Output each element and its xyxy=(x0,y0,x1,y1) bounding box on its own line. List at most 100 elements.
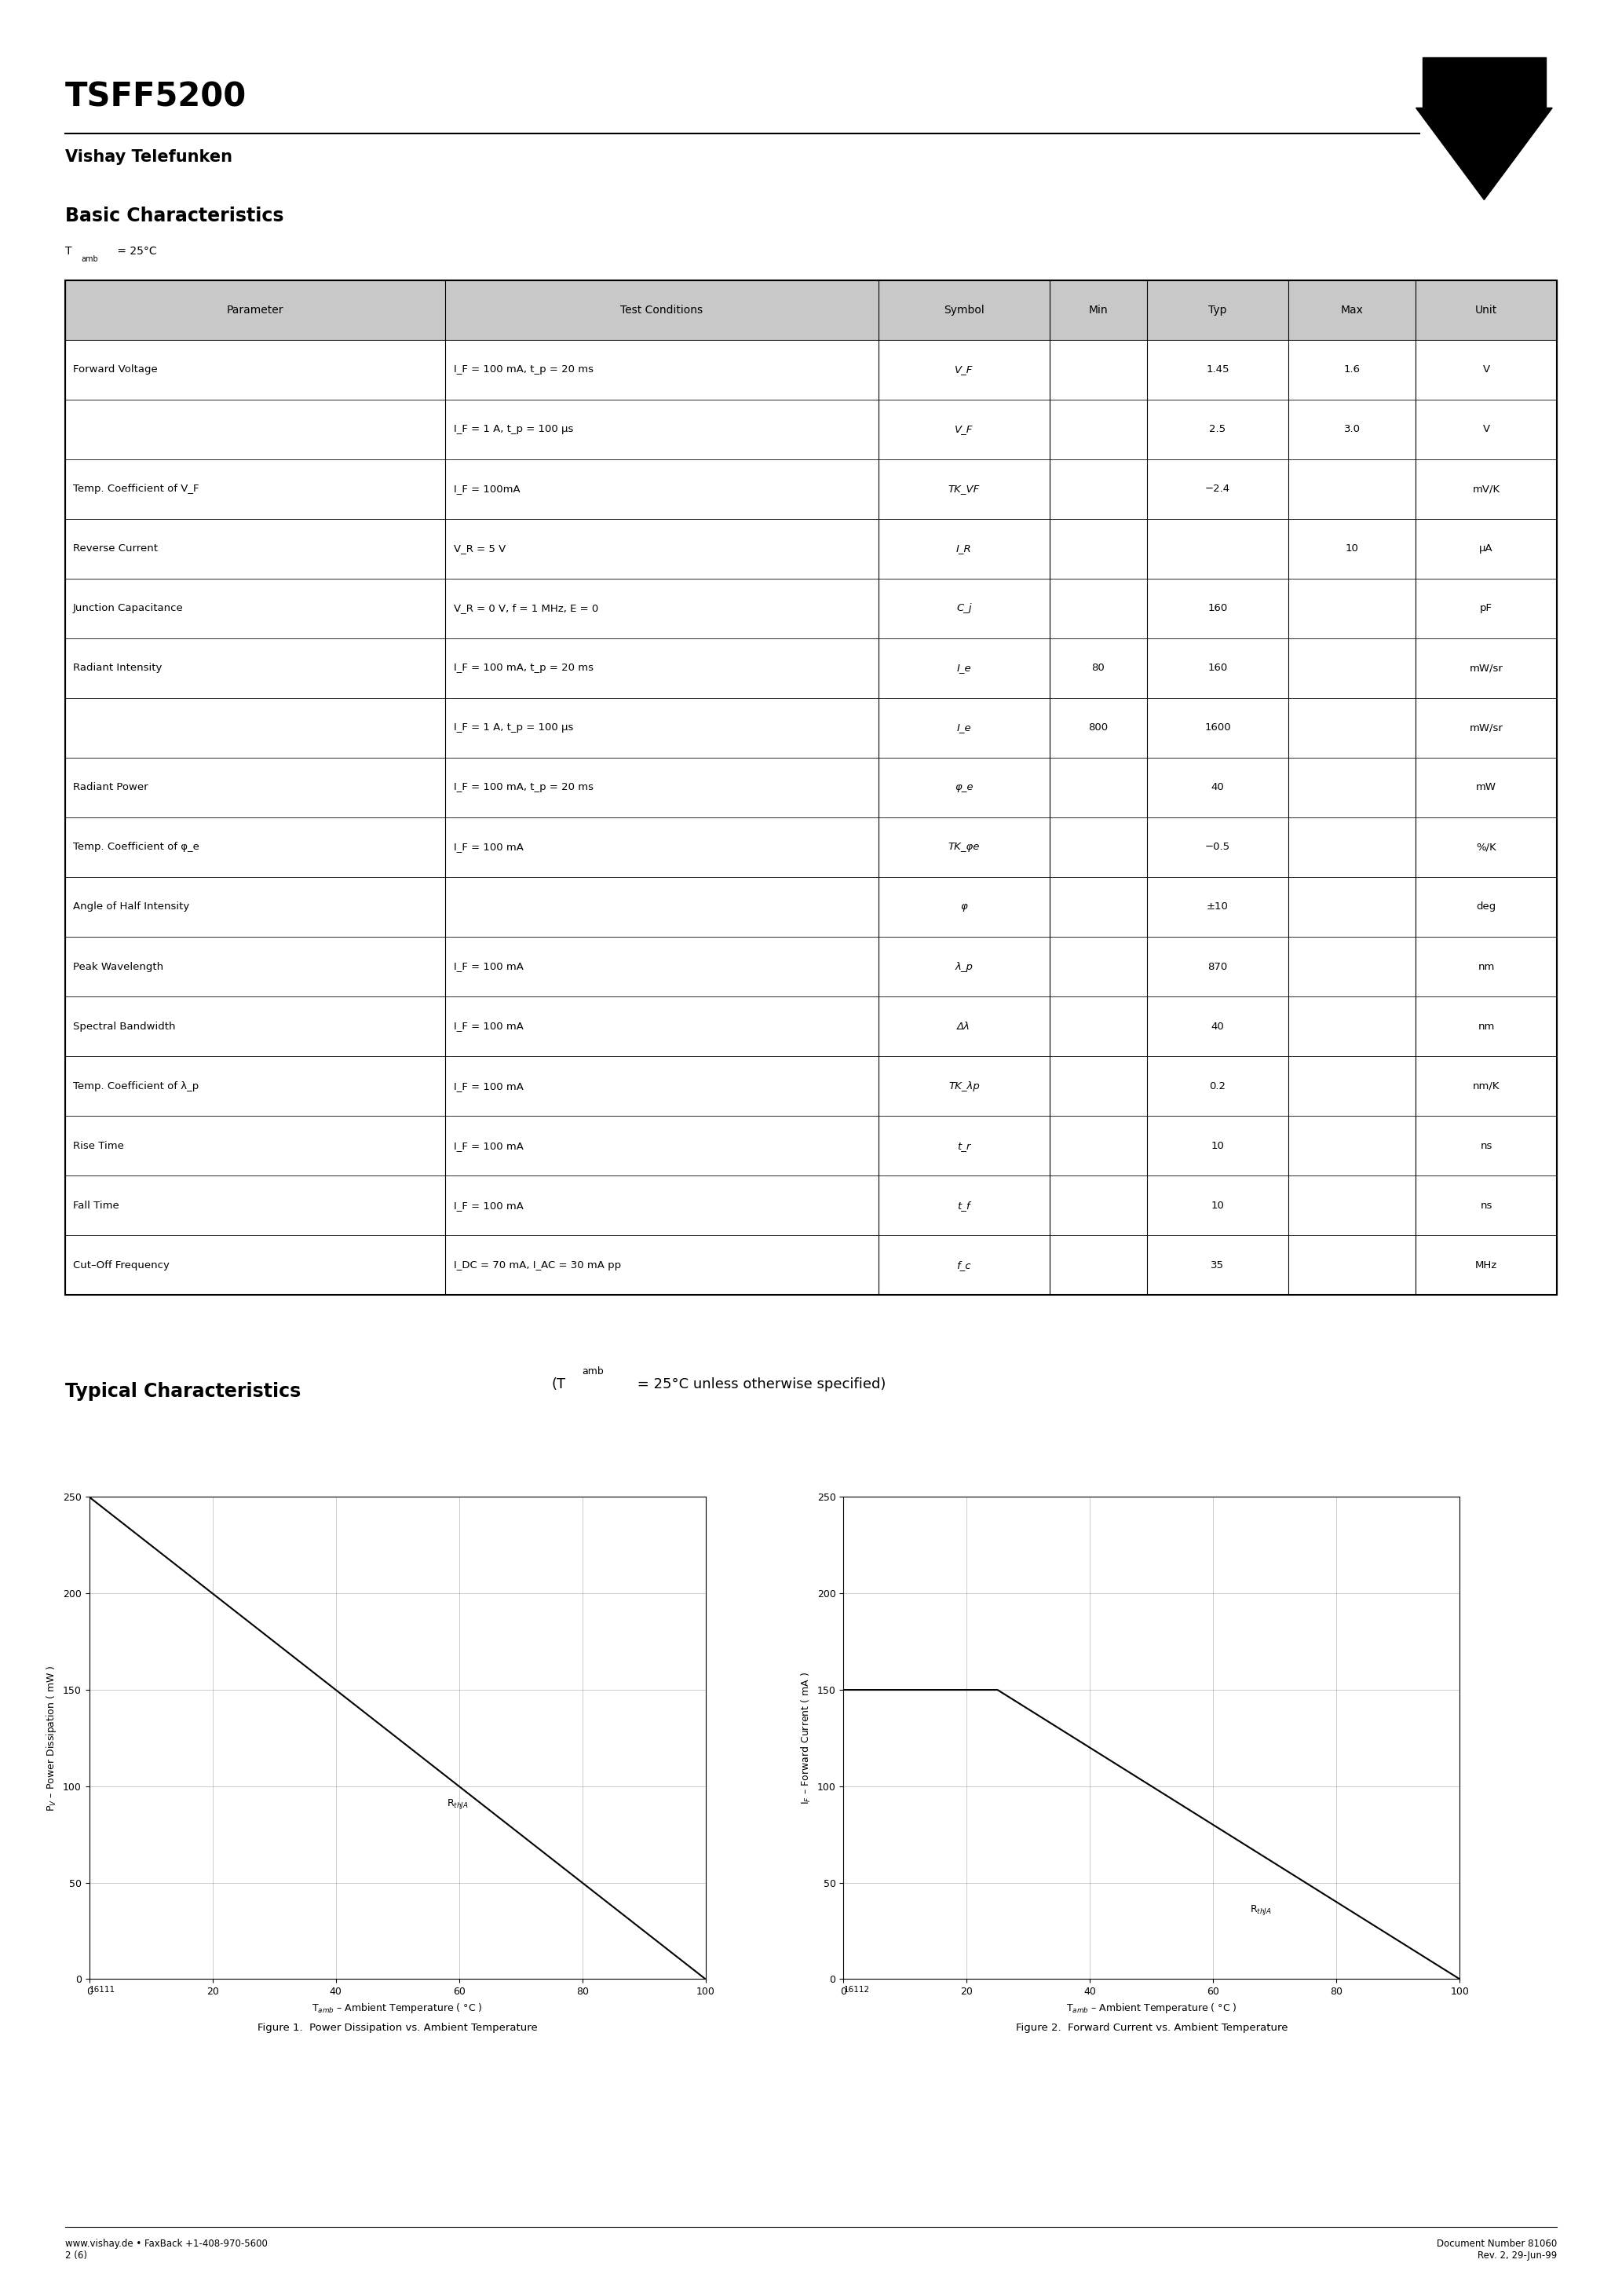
Text: Junction Capacitance: Junction Capacitance xyxy=(73,604,183,613)
Text: Rise Time: Rise Time xyxy=(73,1141,123,1150)
Text: 2.5: 2.5 xyxy=(1210,425,1226,434)
Text: Angle of Half Intensity: Angle of Half Intensity xyxy=(73,902,190,912)
Text: I_e: I_e xyxy=(957,664,972,673)
Text: V: V xyxy=(1483,425,1491,434)
Text: pF: pF xyxy=(1479,604,1492,613)
Text: nm: nm xyxy=(1478,962,1494,971)
Text: 80: 80 xyxy=(1092,664,1105,673)
Text: nm/K: nm/K xyxy=(1473,1081,1500,1091)
Y-axis label: I$_F$ – Forward Current ( mA ): I$_F$ – Forward Current ( mA ) xyxy=(800,1671,813,1805)
Text: mW/sr: mW/sr xyxy=(1470,664,1504,673)
Text: 16111: 16111 xyxy=(89,1986,115,1993)
Bar xyxy=(65,340,1557,400)
Text: Basic Characteristics: Basic Characteristics xyxy=(65,207,284,225)
Text: Temp. Coefficient of λ_p: Temp. Coefficient of λ_p xyxy=(73,1081,200,1091)
Text: Radiant Power: Radiant Power xyxy=(73,783,148,792)
Text: TSFF5200: TSFF5200 xyxy=(65,80,247,113)
Bar xyxy=(65,280,1557,1295)
Text: Figure 1.  Power Dissipation vs. Ambient Temperature: Figure 1. Power Dissipation vs. Ambient … xyxy=(258,2023,537,2032)
Bar xyxy=(65,996,1557,1056)
Bar xyxy=(65,1116,1557,1176)
Text: −2.4: −2.4 xyxy=(1205,484,1229,494)
Text: 1600: 1600 xyxy=(1205,723,1231,732)
Text: I_F = 100 mA: I_F = 100 mA xyxy=(454,1022,524,1031)
Text: 40: 40 xyxy=(1212,1022,1225,1031)
Text: Typ: Typ xyxy=(1208,305,1226,315)
Text: Min: Min xyxy=(1088,305,1108,315)
Text: I_F = 100 mA: I_F = 100 mA xyxy=(454,1141,524,1150)
Text: I_e: I_e xyxy=(957,723,972,732)
Text: Δλ: Δλ xyxy=(957,1022,970,1031)
Text: 35: 35 xyxy=(1212,1261,1225,1270)
Bar xyxy=(65,579,1557,638)
Text: mW/sr: mW/sr xyxy=(1470,723,1504,732)
Text: 160: 160 xyxy=(1208,604,1228,613)
Text: V_R = 5 V: V_R = 5 V xyxy=(454,544,506,553)
Bar xyxy=(65,1176,1557,1235)
Text: mW: mW xyxy=(1476,783,1497,792)
Text: 40: 40 xyxy=(1212,783,1225,792)
Text: I_F = 100 mA: I_F = 100 mA xyxy=(454,1201,524,1210)
Text: 10: 10 xyxy=(1212,1141,1225,1150)
Text: MHz: MHz xyxy=(1474,1261,1497,1270)
Text: I_DC = 70 mA, I_AC = 30 mA pp: I_DC = 70 mA, I_AC = 30 mA pp xyxy=(454,1261,621,1270)
Text: 1.6: 1.6 xyxy=(1343,365,1361,374)
Text: 0.2: 0.2 xyxy=(1210,1081,1226,1091)
Text: φ_e: φ_e xyxy=(955,783,973,792)
Text: VISHAY: VISHAY xyxy=(1461,117,1507,129)
Text: R$_{thJA}$: R$_{thJA}$ xyxy=(1251,1903,1272,1917)
Text: R$_{thJA}$: R$_{thJA}$ xyxy=(446,1798,469,1809)
Text: TK_λp: TK_λp xyxy=(949,1081,980,1091)
Text: = 25°C unless otherwise specified): = 25°C unless otherwise specified) xyxy=(633,1378,886,1391)
Text: 16112: 16112 xyxy=(843,1986,869,1993)
Text: Reverse Current: Reverse Current xyxy=(73,544,157,553)
Text: Document Number 81060
Rev. 2, 29-Jun-99: Document Number 81060 Rev. 2, 29-Jun-99 xyxy=(1437,2239,1557,2262)
Text: I_F = 100 mA: I_F = 100 mA xyxy=(454,1081,524,1091)
Text: Parameter: Parameter xyxy=(227,305,284,315)
Text: I_F = 100mA: I_F = 100mA xyxy=(454,484,521,494)
Text: I_F = 1 A, t_p = 100 μs: I_F = 1 A, t_p = 100 μs xyxy=(454,425,573,434)
Text: T: T xyxy=(65,246,71,257)
Text: 1.45: 1.45 xyxy=(1207,365,1229,374)
Text: TK_VF: TK_VF xyxy=(949,484,980,494)
Text: λ_p: λ_p xyxy=(955,962,973,971)
X-axis label: T$_{amb}$ – Ambient Temperature ( °C ): T$_{amb}$ – Ambient Temperature ( °C ) xyxy=(1066,2002,1238,2014)
Text: www.vishay.de • FaxBack +1-408-970-5600
2 (6): www.vishay.de • FaxBack +1-408-970-5600 … xyxy=(65,2239,268,2262)
Text: 870: 870 xyxy=(1208,962,1228,971)
Text: 10: 10 xyxy=(1212,1201,1225,1210)
Polygon shape xyxy=(1416,108,1552,200)
Text: V_F: V_F xyxy=(955,365,973,374)
Text: I_F = 100 mA, t_p = 20 ms: I_F = 100 mA, t_p = 20 ms xyxy=(454,365,594,374)
Bar xyxy=(65,400,1557,459)
Bar xyxy=(65,817,1557,877)
Text: V: V xyxy=(1483,365,1491,374)
Text: Typical Characteristics: Typical Characteristics xyxy=(65,1382,300,1401)
Text: I_F = 100 mA, t_p = 20 ms: I_F = 100 mA, t_p = 20 ms xyxy=(454,664,594,673)
Text: Forward Voltage: Forward Voltage xyxy=(73,365,157,374)
Text: (T: (T xyxy=(551,1378,566,1391)
Text: amb: amb xyxy=(81,255,99,262)
Text: ±10: ±10 xyxy=(1207,902,1228,912)
Text: 3.0: 3.0 xyxy=(1343,425,1361,434)
Bar xyxy=(65,937,1557,996)
Text: μA: μA xyxy=(1479,544,1494,553)
Text: Cut–Off Frequency: Cut–Off Frequency xyxy=(73,1261,169,1270)
Text: Figure 2.  Forward Current vs. Ambient Temperature: Figure 2. Forward Current vs. Ambient Te… xyxy=(1015,2023,1288,2032)
Bar xyxy=(65,1056,1557,1116)
Bar xyxy=(1422,57,1546,108)
Bar xyxy=(65,698,1557,758)
Text: amb: amb xyxy=(582,1366,603,1375)
Text: Peak Wavelength: Peak Wavelength xyxy=(73,962,164,971)
Bar xyxy=(65,459,1557,519)
Text: t_f: t_f xyxy=(957,1201,970,1210)
Text: Temp. Coefficient of V_F: Temp. Coefficient of V_F xyxy=(73,484,200,494)
X-axis label: T$_{amb}$ – Ambient Temperature ( °C ): T$_{amb}$ – Ambient Temperature ( °C ) xyxy=(311,2002,483,2014)
Text: I_R: I_R xyxy=(957,544,972,553)
Text: I_F = 100 mA, t_p = 20 ms: I_F = 100 mA, t_p = 20 ms xyxy=(454,783,594,792)
Bar xyxy=(65,519,1557,579)
Text: Vishay Telefunken: Vishay Telefunken xyxy=(65,149,232,165)
Text: Fall Time: Fall Time xyxy=(73,1201,118,1210)
Text: I_F = 100 mA: I_F = 100 mA xyxy=(454,843,524,852)
Text: deg: deg xyxy=(1476,902,1495,912)
Text: V_R = 0 V, f = 1 MHz, E = 0: V_R = 0 V, f = 1 MHz, E = 0 xyxy=(454,604,599,613)
